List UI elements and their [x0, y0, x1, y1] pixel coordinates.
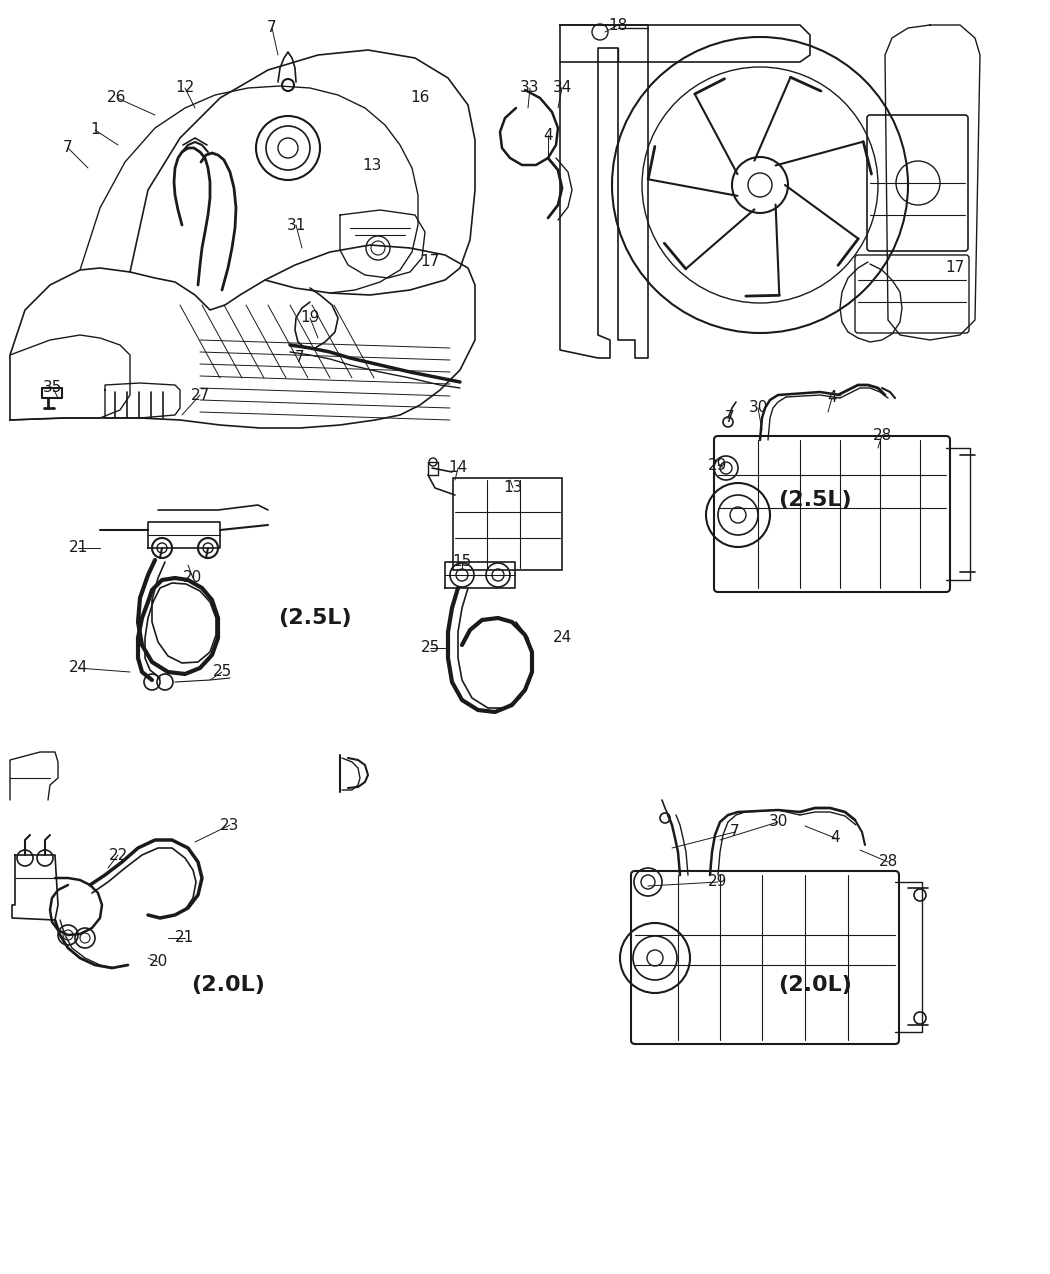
Text: 1: 1 — [90, 122, 100, 138]
Text: 27: 27 — [190, 387, 210, 403]
Text: 29: 29 — [709, 457, 728, 473]
Text: 25: 25 — [420, 641, 440, 656]
Text: 17: 17 — [945, 260, 965, 275]
Text: 30: 30 — [769, 814, 788, 829]
Text: 22: 22 — [108, 847, 128, 862]
Text: 17: 17 — [420, 255, 440, 270]
Text: 13: 13 — [503, 480, 523, 496]
Text: 28: 28 — [879, 855, 898, 869]
Text: 19: 19 — [300, 311, 319, 325]
Text: 30: 30 — [749, 400, 768, 415]
Text: 21: 21 — [68, 540, 87, 555]
Text: (2.5L): (2.5L) — [778, 490, 852, 510]
Text: 7: 7 — [267, 20, 277, 36]
Text: 25: 25 — [212, 665, 232, 679]
Text: 29: 29 — [709, 874, 728, 889]
Text: 20: 20 — [148, 954, 168, 970]
Text: 34: 34 — [552, 80, 571, 96]
Text: 16: 16 — [411, 90, 429, 106]
Text: 20: 20 — [184, 571, 203, 586]
Text: 35: 35 — [43, 381, 63, 395]
Text: 24: 24 — [552, 631, 571, 646]
Text: 24: 24 — [68, 660, 87, 675]
Text: 33: 33 — [520, 80, 540, 96]
Text: 12: 12 — [175, 80, 194, 96]
Text: 4: 4 — [543, 127, 552, 143]
Text: 7: 7 — [726, 410, 735, 426]
Text: 15: 15 — [453, 554, 471, 569]
Text: 28: 28 — [873, 428, 891, 442]
Text: 23: 23 — [220, 818, 239, 832]
Text: 13: 13 — [362, 158, 382, 172]
Text: 7: 7 — [730, 824, 740, 840]
Text: (2.0L): (2.0L) — [191, 975, 265, 995]
Text: 26: 26 — [107, 90, 127, 106]
Text: (2.0L): (2.0L) — [778, 975, 852, 995]
Text: 7: 7 — [63, 140, 72, 155]
Text: 18: 18 — [608, 18, 628, 33]
Text: 21: 21 — [175, 930, 194, 945]
Text: (2.5L): (2.5L) — [278, 608, 352, 628]
Text: 31: 31 — [287, 218, 306, 232]
Text: 4: 4 — [831, 831, 840, 846]
Text: 4: 4 — [827, 391, 837, 405]
Text: 7: 7 — [295, 350, 304, 366]
Text: 14: 14 — [448, 460, 467, 475]
